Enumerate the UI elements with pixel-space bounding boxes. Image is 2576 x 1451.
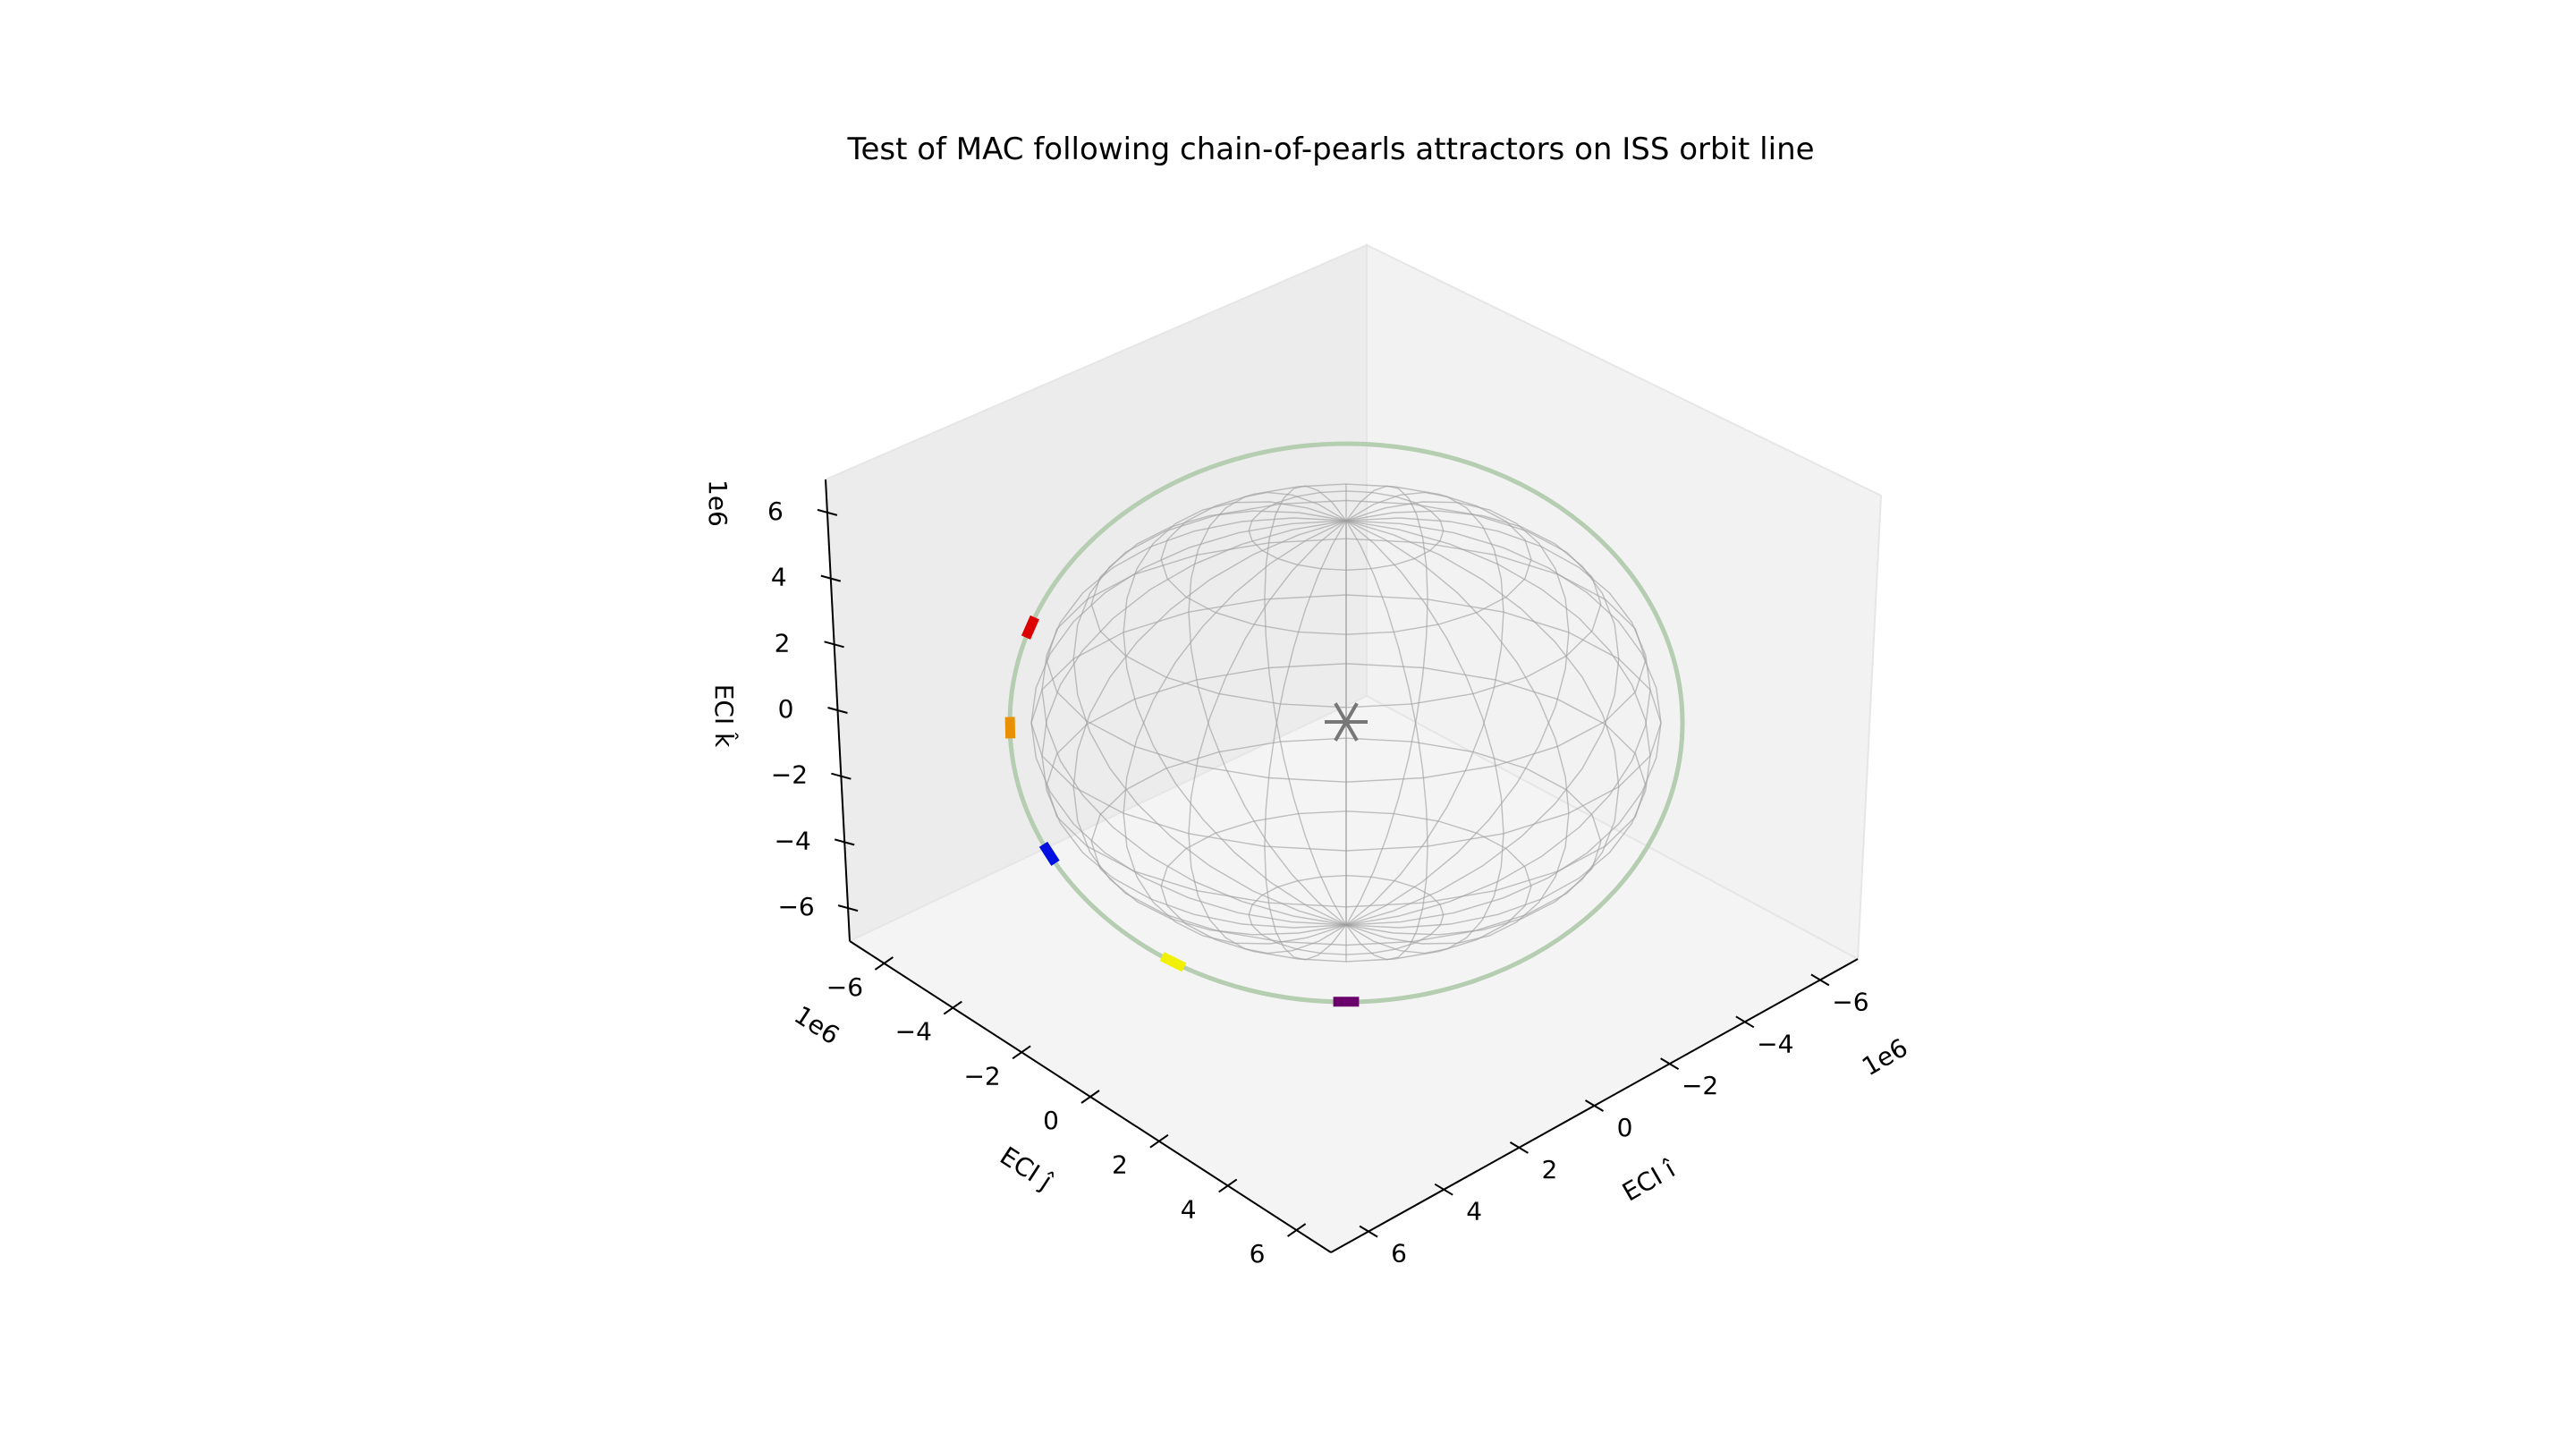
z-axis-tick-label: 2 bbox=[775, 628, 791, 658]
earth-parallel bbox=[1248, 490, 1445, 572]
z-axis-tick bbox=[820, 574, 842, 582]
z-axis-ticks: 6 4 2 0 −2 −4 −6 bbox=[767, 496, 859, 921]
x-axis-tick bbox=[1359, 1225, 1378, 1238]
z-axis-tick-label: 0 bbox=[778, 694, 794, 724]
z-axis-tick-label: 6 bbox=[767, 496, 784, 526]
y-axis-tick bbox=[1080, 1090, 1100, 1104]
y-axis-tick bbox=[1012, 1045, 1031, 1060]
x-axis-label: ECI î bbox=[1617, 1153, 1681, 1207]
earth-parallel bbox=[1046, 538, 1647, 783]
earth-wireframe bbox=[1030, 483, 1662, 963]
y-axis-tick bbox=[1287, 1223, 1307, 1237]
x-axis-tick bbox=[1584, 1099, 1605, 1112]
earth-parallel bbox=[1090, 499, 1602, 709]
z-axis-tick bbox=[827, 707, 848, 714]
chart-title: Test of MAC following chain-of-pearls at… bbox=[846, 132, 1814, 167]
y-axis-tick-label: 2 bbox=[1112, 1150, 1128, 1180]
x-offset-text: 1e6 bbox=[1857, 1032, 1912, 1082]
center-marker-stroke bbox=[1334, 702, 1359, 742]
y-axis-tick-label: 6 bbox=[1250, 1239, 1266, 1269]
x-axis-tick-label: −6 bbox=[1832, 987, 1868, 1016]
axes-panes bbox=[824, 243, 1883, 1254]
z-axis-tick-label: −2 bbox=[771, 760, 808, 790]
y-axis-tick bbox=[1149, 1133, 1169, 1149]
x-axis-tick bbox=[1810, 973, 1830, 987]
x-axis-tick-label: 6 bbox=[1391, 1239, 1407, 1269]
y-axis-tick-label: −2 bbox=[963, 1061, 1000, 1090]
x-axis-tick bbox=[1660, 1057, 1680, 1070]
x-axis-tick-label: 2 bbox=[1541, 1155, 1557, 1184]
z-offset-text: 1e6 bbox=[703, 479, 733, 527]
attractor-markers bbox=[1004, 615, 1360, 1007]
attractor-marker-1 bbox=[1021, 615, 1039, 640]
z-axis-tick bbox=[824, 641, 844, 649]
earth-parallel bbox=[1248, 874, 1445, 955]
z-axis-tick-label: −6 bbox=[777, 892, 814, 921]
z-axis-tick bbox=[834, 838, 855, 846]
earth-parallel bbox=[1090, 737, 1602, 946]
earth-parallel bbox=[1160, 483, 1532, 635]
x-axis-tick-label: −2 bbox=[1682, 1071, 1718, 1100]
y-axis-tick bbox=[1218, 1178, 1238, 1193]
earth-parallel bbox=[1046, 663, 1647, 908]
y-offset-text: 1e6 bbox=[789, 1000, 844, 1050]
y-axis-tick bbox=[874, 956, 894, 971]
center-marker bbox=[1325, 702, 1368, 742]
x-axis-tick bbox=[1735, 1015, 1755, 1029]
attractor-marker-3 bbox=[1038, 841, 1060, 866]
x-axis-tick-label: 4 bbox=[1466, 1197, 1482, 1226]
x-axis-ticks: −6 −4 −2 0 2 4 6 bbox=[1359, 973, 1869, 1269]
z-axis-tick bbox=[817, 508, 838, 516]
earth-parallel bbox=[1160, 810, 1532, 963]
x-axis-tick bbox=[1509, 1141, 1529, 1154]
x-axis-tick-label: 0 bbox=[1617, 1113, 1633, 1142]
z-axis-tick bbox=[831, 772, 852, 780]
x-axis-tick bbox=[1434, 1183, 1453, 1196]
earth-parallel bbox=[1030, 594, 1662, 852]
y-axis-tick-label: −6 bbox=[826, 972, 863, 1002]
y-axis-tick bbox=[943, 1000, 962, 1015]
z-axis-tick-label: 4 bbox=[771, 563, 787, 592]
y-axis-label: ECI ĵ bbox=[995, 1141, 1058, 1196]
x-axis-tick-label: −4 bbox=[1757, 1029, 1793, 1058]
z-axis-tick-label: −4 bbox=[775, 826, 811, 855]
y-axis-tick-label: 4 bbox=[1181, 1194, 1197, 1224]
y-axis-tick-label: −4 bbox=[895, 1017, 932, 1047]
attractor-marker-2 bbox=[1004, 717, 1016, 739]
z-axis-label: ECI k̂ bbox=[709, 684, 739, 748]
y-axis-ticks: −6 −4 −2 0 2 4 6 bbox=[826, 956, 1307, 1269]
attractor-marker-4 bbox=[1159, 952, 1187, 972]
z-axis-tick bbox=[837, 904, 859, 912]
y-axis-tick-label: 0 bbox=[1043, 1106, 1059, 1135]
